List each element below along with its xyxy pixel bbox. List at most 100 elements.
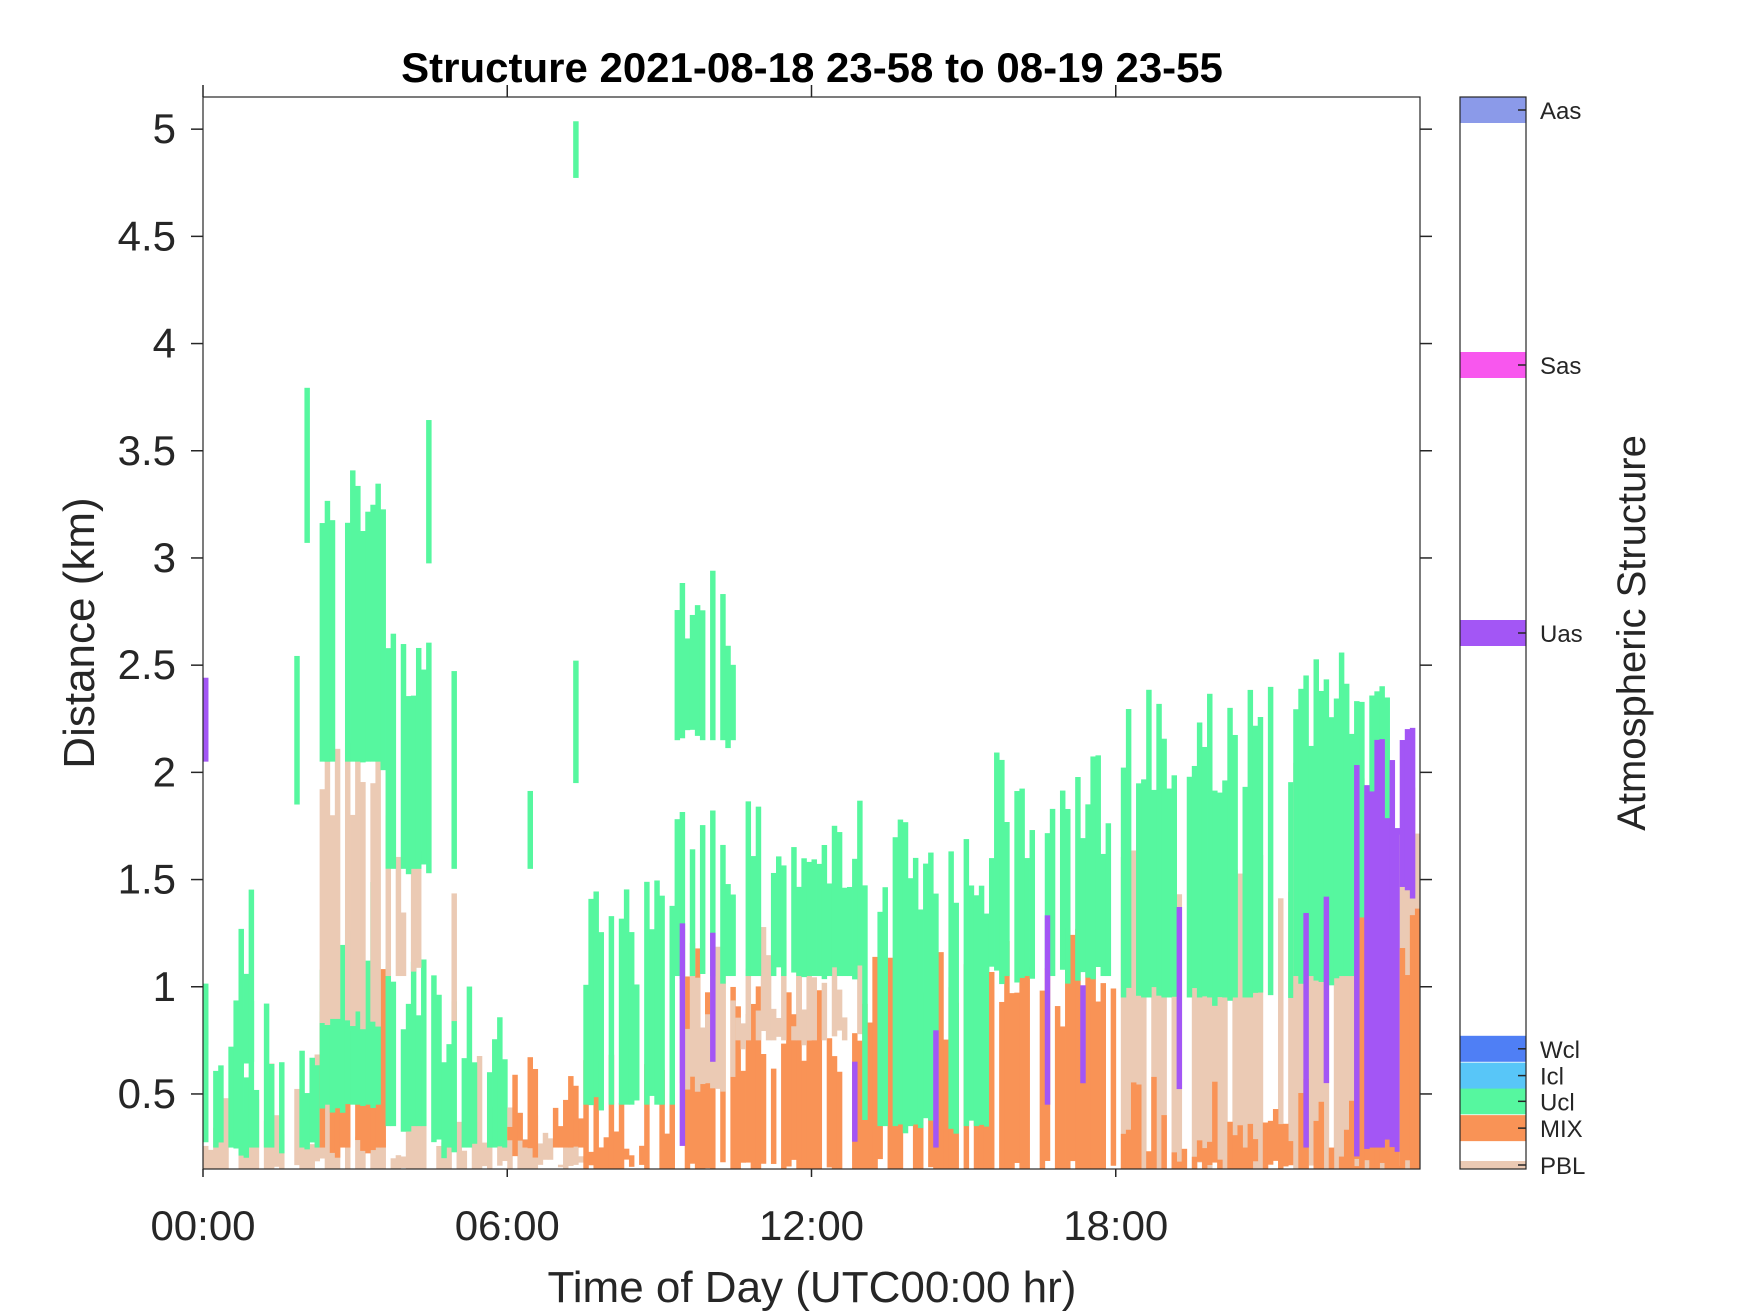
structure-cell-mix (1004, 941, 1010, 1169)
structure-cell-ucl (608, 916, 615, 1105)
structure-cell-ucl (674, 610, 681, 741)
structure-cell-pbl (1237, 873, 1243, 1169)
x-tick-label: 12:00 (759, 1202, 864, 1249)
structure-cell-pbl (375, 742, 381, 1027)
structure-cell-mix (355, 1069, 361, 1141)
structure-cell-mix (867, 1022, 873, 1169)
structure-cell-ucl (1359, 701, 1365, 983)
structure-cell-ucl (486, 1072, 493, 1148)
structure-cell-ucl (776, 856, 782, 968)
structure-cell-ucl (644, 881, 650, 1105)
structure-cell-pbl (831, 962, 838, 1037)
structure-cell-pbl (421, 1117, 427, 1169)
structure-cell-mix (1151, 1076, 1157, 1169)
structure-cell-ucl (1201, 746, 1208, 997)
structure-cell-mix (1136, 1084, 1142, 1169)
structure-cell-ucl (1059, 790, 1066, 970)
structure-cell-pbl (223, 1098, 229, 1169)
structure-cell-ucl (841, 887, 848, 977)
structure-cell-mix (659, 1070, 665, 1169)
structure-cell-mix (517, 1113, 523, 1141)
structure-cell-ucl (862, 885, 868, 1120)
structure-cell-mix (1272, 1109, 1279, 1161)
structure-cell-mix (1247, 1123, 1254, 1169)
structure-cell-pbl (1222, 879, 1228, 1169)
y-axis: 0.5 1 1.5 2 2.5 3 3.5 4 4.5 5 (118, 105, 1432, 1117)
structure-cell-uas (1399, 740, 1406, 887)
structure-cell-ucl (801, 858, 807, 978)
structure-cell-ucl (593, 891, 599, 1098)
structure-cell-pbl (578, 1156, 584, 1163)
colorbar-label-wcl: Wcl (1540, 1037, 1580, 1064)
structure-cell-mix (816, 990, 823, 1169)
structure-cell-ucl (694, 605, 701, 736)
structure-cell-ucl (699, 825, 706, 974)
structure-cell-mix (1232, 1135, 1238, 1169)
structure-cell-pbl (319, 789, 326, 1024)
structure-cell-ucl (1313, 659, 1319, 981)
structure-cell-ucl (669, 905, 675, 1105)
structure-cell-mix (1090, 930, 1096, 1169)
structure-cell-mix (1414, 908, 1421, 1169)
structure-cell-ucl (1029, 830, 1036, 979)
structure-cell-pbl (547, 1138, 554, 1160)
structure-cell-uas (1394, 828, 1401, 1152)
structure-cell-pbl (517, 1112, 523, 1169)
structure-cell-ucl (689, 614, 696, 730)
structure-cell-mix (1125, 1129, 1132, 1169)
structure-cell-pbl (355, 1136, 361, 1169)
structure-cell-ucl (877, 911, 883, 1127)
structure-cell-mix (1054, 1006, 1061, 1169)
structure-cell-ucl (583, 984, 589, 1105)
structure-cell-pbl (557, 1164, 564, 1168)
structure-cell-ucl (380, 509, 386, 771)
structure-cell-mix (1318, 1101, 1325, 1169)
colorbar-label-sas: Sas (1540, 353, 1581, 380)
structure-cell-pbl (1120, 857, 1127, 1169)
structure-cell-mix (1283, 1123, 1289, 1167)
structure-cell-mix (588, 1151, 594, 1166)
y-tick-label: 3.5 (118, 427, 176, 474)
structure-cell-ucl (1090, 756, 1096, 980)
structure-cell-mix (999, 1001, 1005, 1169)
structure-cell-pbl (1196, 868, 1203, 1163)
structure-cell-ucl (983, 913, 990, 1127)
structure-cell-pbl (395, 1155, 402, 1169)
structure-cell-pbl (1141, 833, 1147, 1169)
structure-cell-pbl (436, 1145, 442, 1169)
structure-cell-pbl (1136, 845, 1142, 1169)
structure-cell-ucl (933, 893, 939, 1127)
structure-cell-pbl (360, 782, 366, 1030)
colorbar-swatch-sas (1460, 352, 1526, 378)
structure-cell-mix (639, 1145, 645, 1165)
structure-cell-mix (512, 1074, 518, 1157)
structure-cell-ucl (725, 884, 731, 977)
structure-cell-ucl (831, 825, 838, 968)
structure-cell-pbl (1278, 898, 1284, 1169)
structure-cell-pbl (248, 1140, 255, 1169)
structure-cell-ucl (344, 522, 351, 762)
structure-cell-pbl (446, 1140, 452, 1169)
structure-cell-ucl (527, 790, 533, 869)
structure-cell-uas (1384, 818, 1390, 1140)
colorbar-swatch-uas (1460, 620, 1526, 646)
structure-cell-pbl (715, 946, 721, 1089)
structure-cell-ucl (466, 986, 473, 1148)
structure-cell-pbl (380, 1139, 386, 1169)
structure-cell-uas (852, 1061, 858, 1142)
structure-cell-pbl (344, 743, 351, 1021)
structure-cell-ucl (415, 1015, 422, 1127)
structure-cell-ucl (897, 819, 904, 1125)
structure-cell-mix (573, 1085, 579, 1147)
structure-cell-ucl (324, 500, 331, 762)
structure-cell-ucl (948, 851, 954, 1129)
structure-cell-ucl (1120, 767, 1127, 998)
structure-cell-ucl (471, 1062, 478, 1144)
structure-cell-ucl (360, 531, 366, 763)
structure-cell-mix (1212, 1081, 1218, 1163)
structure-cell-ucl (1085, 804, 1091, 978)
structure-cell-ucl (304, 387, 310, 543)
structure-cell-ucl (720, 594, 726, 741)
structure-cell-ucl (588, 898, 594, 1106)
